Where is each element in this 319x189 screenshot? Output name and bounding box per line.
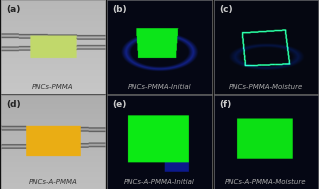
Text: (a): (a) bbox=[6, 5, 20, 14]
Text: (d): (d) bbox=[6, 100, 20, 109]
Text: (b): (b) bbox=[112, 5, 127, 14]
Text: PNCs-PMMA-Initial: PNCs-PMMA-Initial bbox=[128, 84, 191, 90]
Text: PNCs-A-PMMA-Initial: PNCs-A-PMMA-Initial bbox=[124, 179, 195, 185]
Text: PNCs-A-PMMA: PNCs-A-PMMA bbox=[29, 179, 77, 185]
Text: PNCs-PMMA-Moisture: PNCs-PMMA-Moisture bbox=[229, 84, 303, 90]
Text: (e): (e) bbox=[112, 100, 127, 109]
Text: PNCs-PMMA: PNCs-PMMA bbox=[32, 84, 74, 90]
Text: (c): (c) bbox=[219, 5, 233, 14]
Text: (f): (f) bbox=[219, 100, 231, 109]
Text: PNCs-A-PMMA-Moisture: PNCs-A-PMMA-Moisture bbox=[225, 179, 307, 185]
